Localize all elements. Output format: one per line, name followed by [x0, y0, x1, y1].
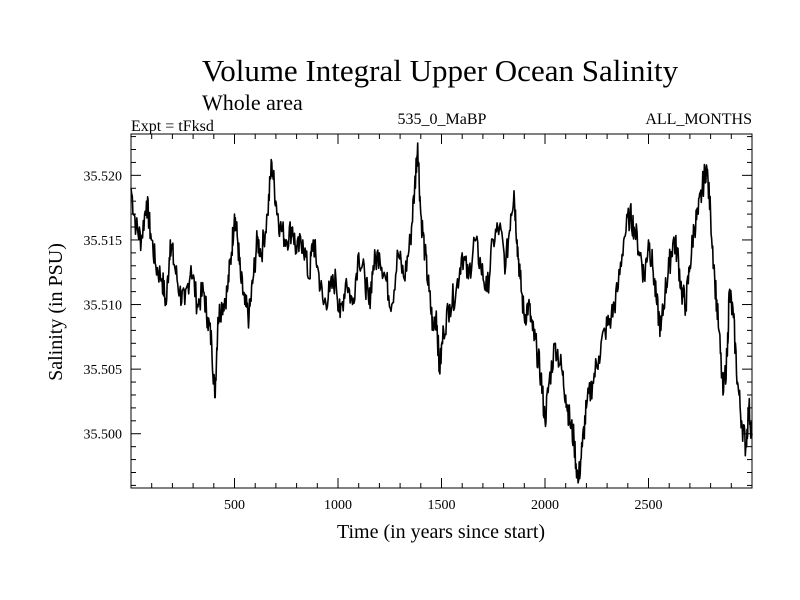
x-tick-label: 2000 — [531, 498, 559, 513]
x-axis-label: Time (in years since start) — [337, 521, 545, 543]
period-label: ALL_MONTHS — [645, 111, 752, 128]
x-tick-label: 500 — [224, 498, 245, 513]
x-tick-label: 2500 — [635, 498, 663, 513]
y-tick-label: 35.520 — [84, 169, 123, 184]
x-tick-label: 1000 — [324, 498, 352, 513]
experiment-label: Expt = tFksd — [131, 118, 214, 135]
chart-subtitle: Whole area — [202, 90, 303, 115]
chart-title: Volume Integral Upper Ocean Salinity — [202, 53, 679, 88]
y-tick-label: 35.510 — [84, 299, 123, 314]
y-axis-label: Salinity (in PSU) — [45, 243, 67, 381]
salinity-series-line — [130, 142, 753, 484]
y-tick-label: 35.500 — [84, 428, 123, 443]
run-label: 535_0_MaBP — [398, 111, 487, 128]
x-tick-label: 1500 — [428, 498, 456, 513]
y-tick-label: 35.505 — [84, 363, 123, 378]
y-tick-label: 35.515 — [84, 234, 123, 249]
